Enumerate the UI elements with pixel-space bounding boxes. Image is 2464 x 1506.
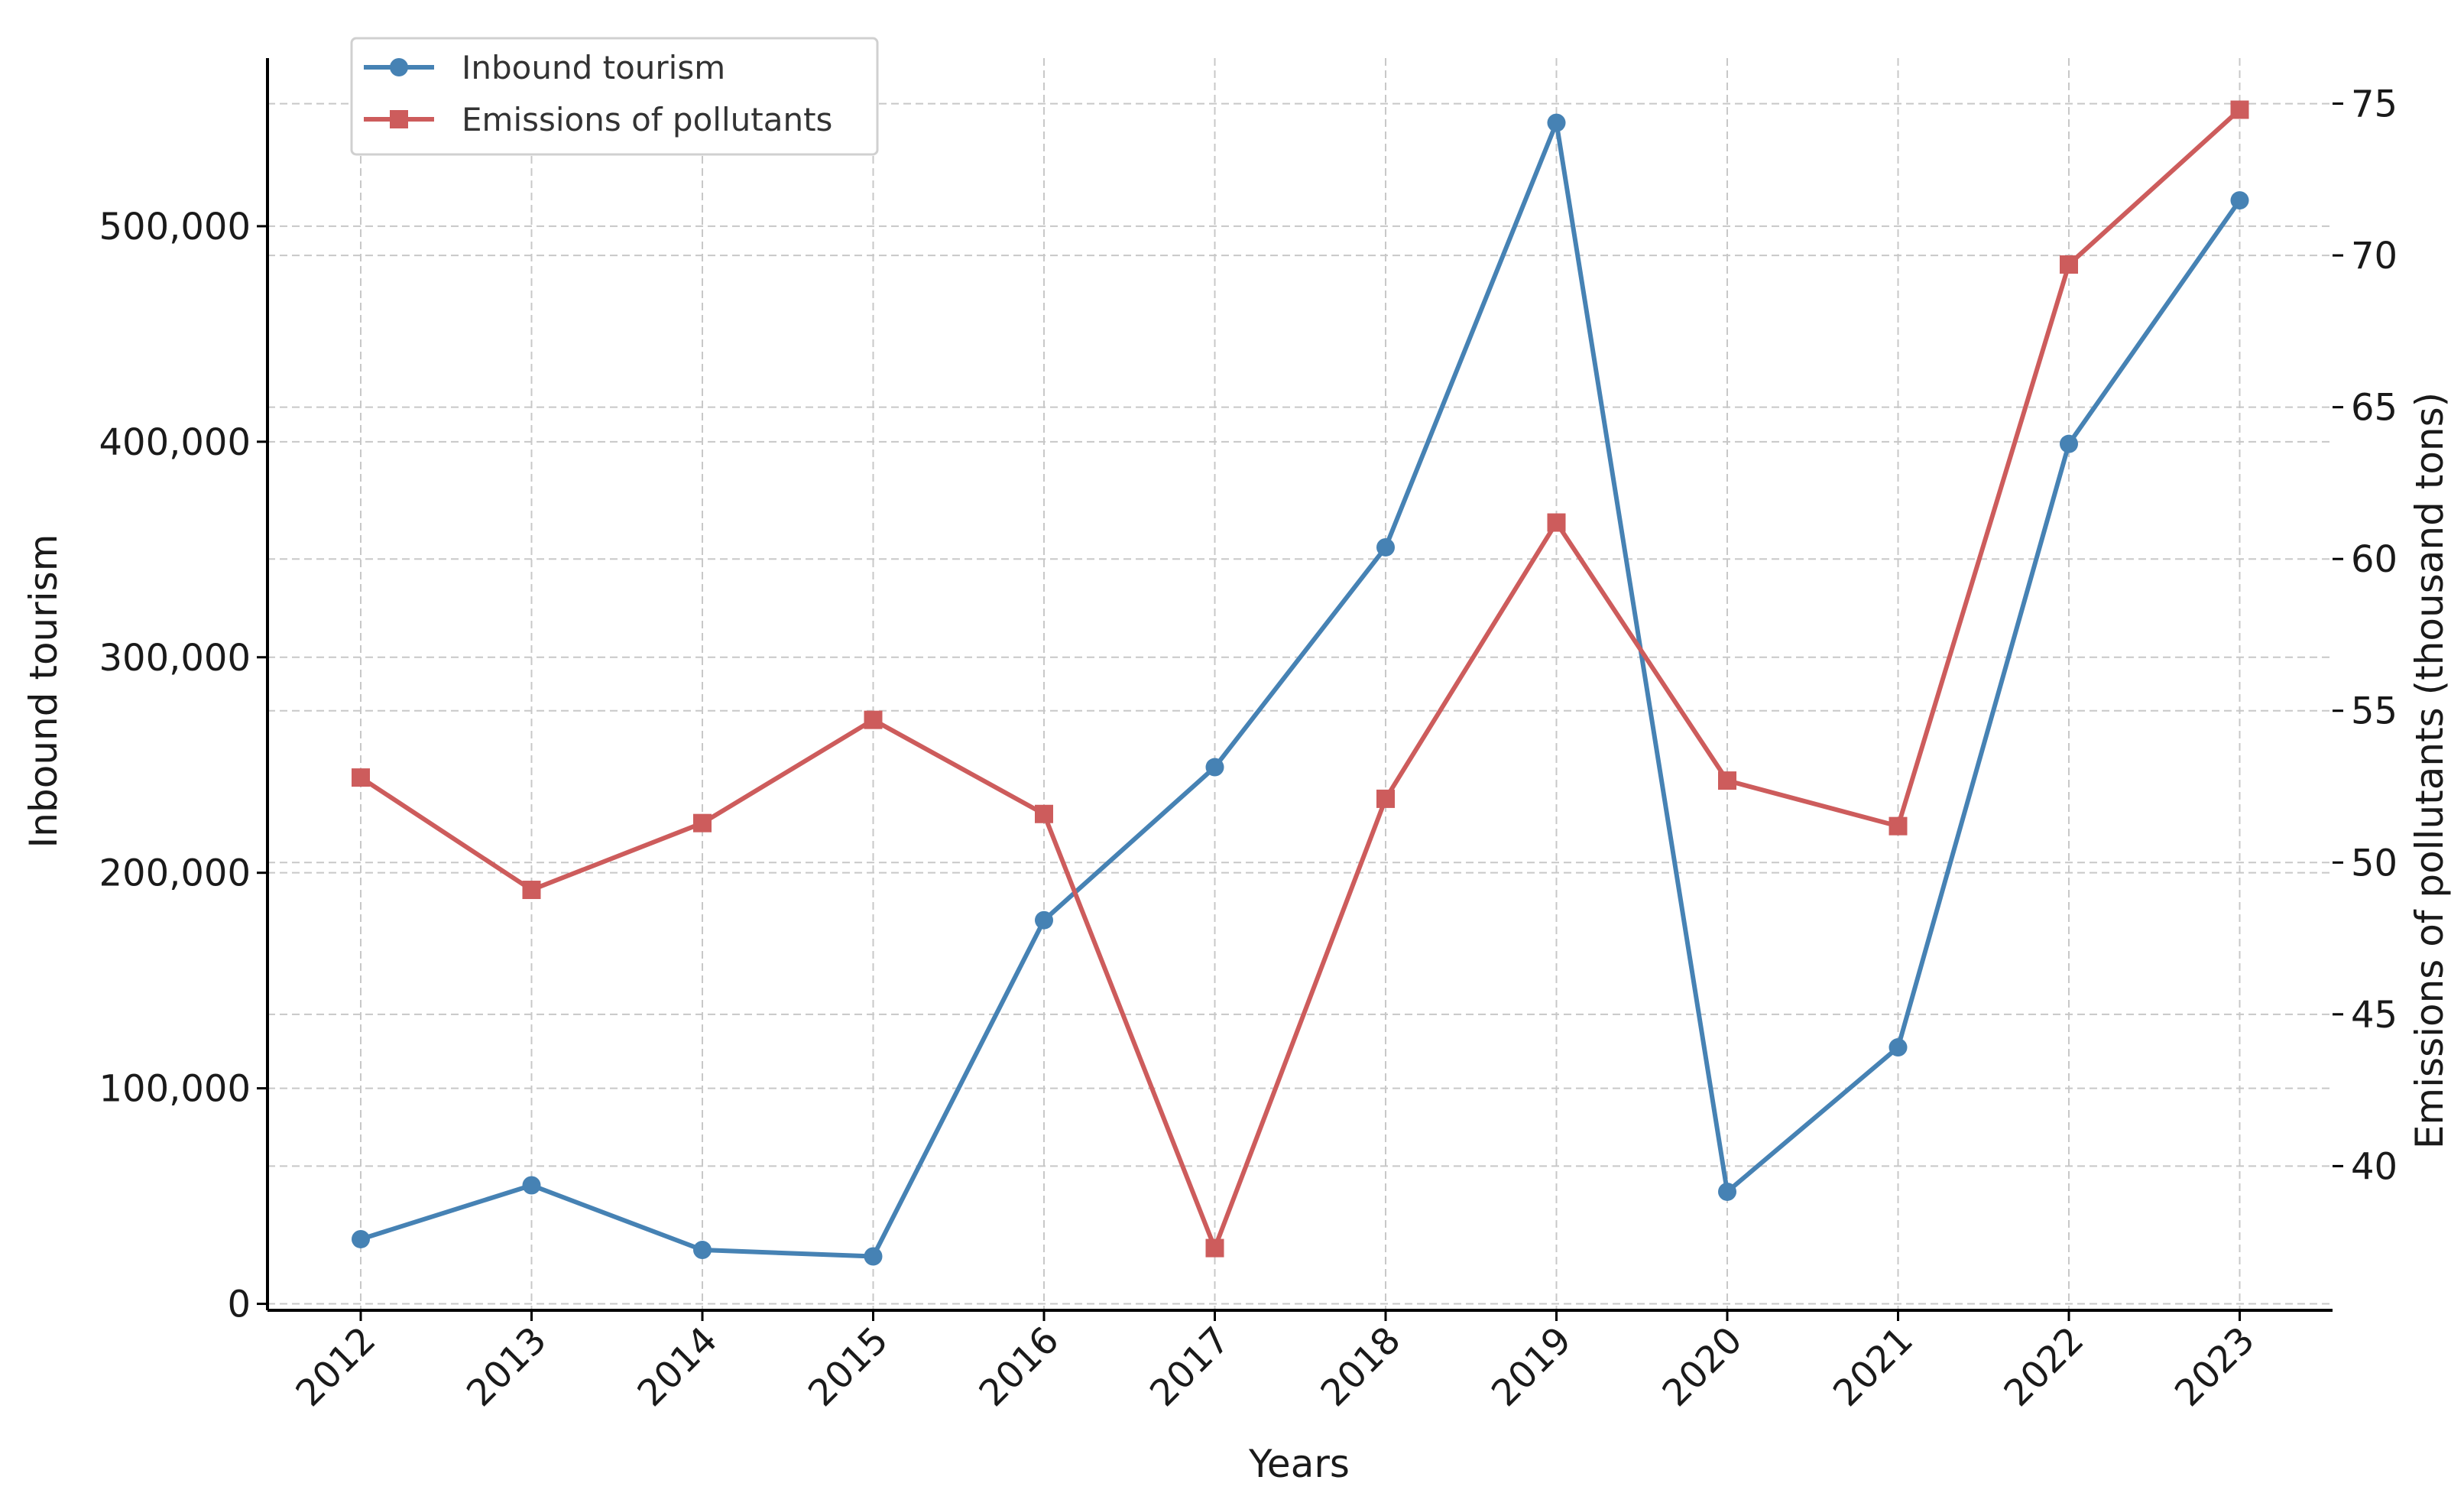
data-point-emissions-of-pollutants-2016 <box>1035 804 1053 823</box>
data-point-emissions-of-pollutants-2014 <box>693 813 712 833</box>
labels: Years Inbound tourism Emissions of pollu… <box>21 392 2452 1486</box>
x-tick-label: 2023 <box>2167 1319 2263 1415</box>
x-tick-label: 2022 <box>1996 1319 2093 1415</box>
x-tick-label: 2017 <box>1142 1319 1238 1415</box>
data-point-inbound-tourism-2021 <box>1889 1038 1908 1057</box>
data-point-emissions-of-pollutants-2015 <box>864 710 883 729</box>
y-right-tick-label: 45 <box>2351 994 2398 1037</box>
x-tick-label: 2014 <box>630 1319 726 1415</box>
x-tick-label: 2018 <box>1313 1319 1409 1415</box>
data-point-inbound-tourism-2013 <box>522 1176 541 1195</box>
y-right-tick-label: 75 <box>2351 83 2398 126</box>
x-tick-label: 2021 <box>1825 1319 1921 1415</box>
x-axis-title: Years <box>1248 1442 1350 1486</box>
data-point-emissions-of-pollutants-2023 <box>2230 100 2249 119</box>
legend-frame <box>350 37 879 156</box>
data-point-inbound-tourism-2012 <box>352 1229 370 1248</box>
x-tick-label: 2016 <box>971 1319 1068 1415</box>
y-axis-right-title: Emissions of pollutants (thousand tons) <box>2407 392 2452 1149</box>
grid <box>267 58 2333 1310</box>
data-point-inbound-tourism-2022 <box>2060 434 2078 453</box>
data-point-emissions-of-pollutants-2019 <box>1547 513 1566 532</box>
y-right-tick-label: 65 <box>2351 387 2398 430</box>
data-point-inbound-tourism-2014 <box>693 1241 712 1260</box>
y-right-tick-label: 55 <box>2351 690 2398 733</box>
data-point-emissions-of-pollutants-2013 <box>522 881 541 900</box>
y-left-tick-label: 400,000 <box>99 421 251 464</box>
x-tick-label: 2012 <box>288 1319 384 1415</box>
data-point-emissions-of-pollutants-2012 <box>352 768 370 787</box>
x-tick-label: 2019 <box>1483 1319 1580 1415</box>
legend-marker-inbound-tourism <box>390 58 408 76</box>
x-tick-label: 2015 <box>800 1319 896 1415</box>
legend-label-inbound-tourism: Inbound tourism <box>462 49 725 86</box>
y-right-tick-label: 70 <box>2351 235 2398 278</box>
data-point-inbound-tourism-2016 <box>1035 910 1053 930</box>
data-point-inbound-tourism-2020 <box>1718 1182 1736 1201</box>
y-axis-left-title: Inbound tourism <box>21 534 66 849</box>
y-right-tick-label: 50 <box>2351 842 2398 884</box>
data-point-inbound-tourism-2019 <box>1547 113 1566 132</box>
y-left-tick-label: 300,000 <box>99 637 251 680</box>
y-left-tick-label: 0 <box>227 1284 251 1326</box>
y-left-tick-label: 500,000 <box>99 206 251 248</box>
y-right-tick-label: 60 <box>2351 538 2398 581</box>
data-point-inbound-tourism-2015 <box>864 1247 883 1266</box>
data-point-inbound-tourism-2023 <box>2230 191 2249 210</box>
y-right-tick-label: 40 <box>2351 1145 2398 1188</box>
data-point-inbound-tourism-2018 <box>1376 537 1395 557</box>
data-point-emissions-of-pollutants-2018 <box>1376 789 1395 808</box>
x-tick-label: 2013 <box>459 1319 555 1415</box>
data-point-emissions-of-pollutants-2021 <box>1889 816 1908 836</box>
y-left-tick-label: 200,000 <box>99 852 251 895</box>
legend-label-emissions: Emissions of pollutants <box>462 101 832 138</box>
data-point-emissions-of-pollutants-2022 <box>2060 255 2078 274</box>
data-point-emissions-of-pollutants-2017 <box>1205 1238 1224 1258</box>
x-tick-label: 2020 <box>1655 1319 1751 1415</box>
legend-marker-emissions <box>390 110 408 128</box>
series-line-emissions-of-pollutants <box>359 108 2242 1251</box>
legend: Inbound tourism Emissions of pollutants <box>350 37 879 156</box>
data-point-emissions-of-pollutants-2020 <box>1718 771 1736 790</box>
series-line-inbound-tourism <box>360 120 2242 1259</box>
y-left-tick-label: 100,000 <box>99 1068 251 1111</box>
data-point-inbound-tourism-2017 <box>1205 758 1224 777</box>
series-layer <box>352 100 2249 1266</box>
